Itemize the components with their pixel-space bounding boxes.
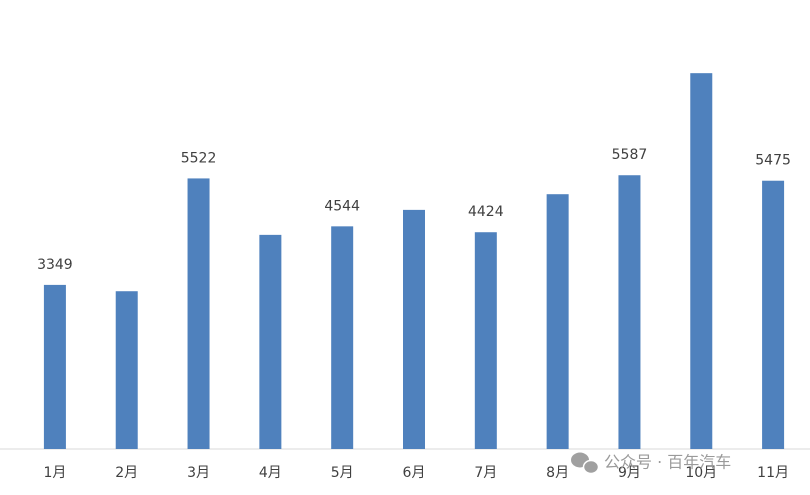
bar xyxy=(259,234,282,449)
x-tick-label: 9月 xyxy=(618,465,641,481)
watermark: 公众号 · 百年汽车 xyxy=(604,453,731,472)
x-tick-label: 2月 xyxy=(115,465,138,481)
x-tick-label: 4月 xyxy=(259,465,282,481)
bar xyxy=(403,209,425,449)
data-label: 5475 xyxy=(755,153,791,169)
bar xyxy=(474,232,497,449)
bar xyxy=(115,291,138,449)
x-tick-label: 1月 xyxy=(43,465,66,481)
x-tick-label: 7月 xyxy=(474,465,497,481)
x-tick-label: 11月 xyxy=(757,465,789,481)
x-tick-label: 8月 xyxy=(546,465,569,481)
x-tick-label: 3月 xyxy=(187,465,210,481)
data-label: 4544 xyxy=(324,198,360,214)
bar xyxy=(187,178,210,449)
x-tick-label: 6月 xyxy=(403,465,426,481)
x-tick-label: 5月 xyxy=(331,465,354,481)
data-label: 5587 xyxy=(612,147,648,163)
data-label: 4424 xyxy=(468,204,504,220)
bar xyxy=(43,284,66,449)
data-label: 5522 xyxy=(181,150,217,166)
bar xyxy=(331,226,354,449)
bar xyxy=(762,180,785,449)
data-label: 3349 xyxy=(37,257,73,273)
watermark-icon xyxy=(571,452,600,475)
bar xyxy=(618,175,641,449)
bar xyxy=(546,194,569,449)
x-tick-label: 10月 xyxy=(685,465,717,481)
bar xyxy=(690,73,713,450)
